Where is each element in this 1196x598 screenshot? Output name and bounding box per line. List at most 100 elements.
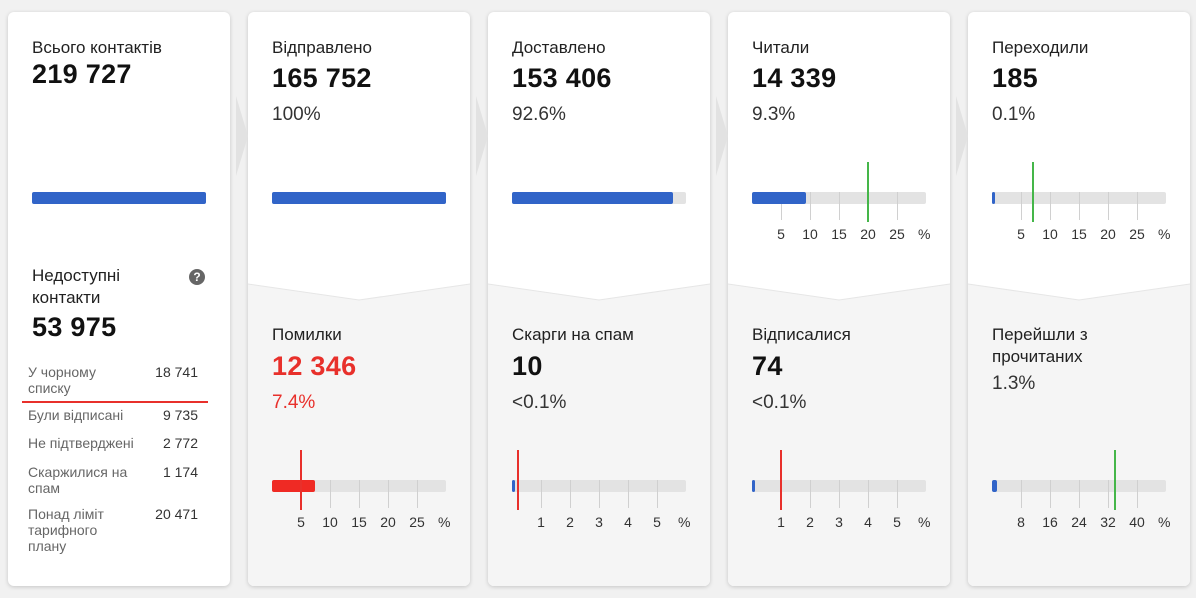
metric-value: 10 <box>512 351 543 381</box>
top-target-marker <box>867 162 869 222</box>
bottom-tick-label: 5 <box>297 514 305 530</box>
bottom-tick-label: 1 <box>537 514 545 530</box>
metric-title: Відписалися <box>752 325 851 344</box>
top-tick-label: 5 <box>777 226 785 242</box>
top-tick <box>781 192 782 220</box>
top-unit-label: % <box>1158 226 1171 242</box>
bottom-bar-fill <box>752 480 755 492</box>
top-tick-label: 10 <box>1042 226 1058 242</box>
metric-title: Доставлено <box>512 38 606 57</box>
top-tick <box>1050 192 1051 220</box>
top-tick-label: 20 <box>860 226 876 242</box>
card-bottom-section <box>728 284 950 586</box>
metric-percent: 9.3% <box>752 104 796 125</box>
top-bar-fill <box>272 192 446 204</box>
breakdown-row: Понад ліміт тарифного плану 20 471 <box>28 506 198 554</box>
unavailable-title: Недоступні контакти <box>32 266 121 307</box>
breakdown-row: Скаржилися на спам 1 174 <box>28 464 198 496</box>
metric-percent: 100% <box>272 104 321 125</box>
bottom-target-marker <box>1114 450 1117 510</box>
top-tick-label: 25 <box>1129 226 1145 242</box>
bottom-target-marker <box>516 450 519 510</box>
unavailable-value: 53 975 <box>32 312 117 342</box>
top-tick <box>1108 192 1109 220</box>
metric-value: 165 752 <box>272 63 372 93</box>
bottom-tick <box>388 480 389 508</box>
top-tick <box>1137 192 1138 220</box>
top-tick <box>1021 192 1022 220</box>
flow-arrow-icon <box>956 96 968 176</box>
metric-card: Читали 14 339 9.3% 5 10 15 20 25% Відписалися 74 <… <box>728 12 950 586</box>
bottom-unit-label: % <box>918 514 931 530</box>
breakdown-row: Були відписані 9 735 <box>28 407 198 423</box>
bottom-tick <box>417 480 418 508</box>
bottom-tick <box>868 480 869 508</box>
top-tick <box>897 192 898 220</box>
bottom-tick <box>1079 480 1080 508</box>
highlight-underline <box>22 401 208 403</box>
metric-percent: <0.1% <box>752 392 807 413</box>
card-divider-arrow <box>728 282 950 301</box>
metric-percent: 1.3% <box>992 373 1036 394</box>
top-tick-label: 10 <box>802 226 818 242</box>
top-bar-fill <box>752 192 806 204</box>
bottom-tick-label: 4 <box>864 514 872 530</box>
contacts-progress-bar <box>32 192 206 204</box>
bottom-bar-fill <box>272 480 315 492</box>
bottom-tick-label: 32 <box>1100 514 1116 530</box>
bottom-unit-label: % <box>438 514 451 530</box>
flow-arrow-icon <box>236 96 248 176</box>
help-icon[interactable]: ? <box>189 269 205 285</box>
metric-card: Доставлено 153 406 92.6% Скарги на спам 10 <0… <box>488 12 710 586</box>
bottom-tick-label: 16 <box>1042 514 1058 530</box>
metric-title: Відправлено <box>272 38 373 57</box>
breakdown-row: Не підтверджені 2 772 <box>28 435 198 451</box>
metric-title: Переходили <box>992 38 1089 57</box>
bottom-target-marker <box>780 450 782 510</box>
bottom-tick-label: 20 <box>380 514 396 530</box>
bottom-tick <box>897 480 898 508</box>
bottom-tick-label: 3 <box>835 514 843 530</box>
bottom-bar-fill <box>992 480 997 492</box>
bottom-tick <box>1108 480 1109 508</box>
bottom-target-marker <box>300 450 302 510</box>
bottom-tick-label: 15 <box>351 514 367 530</box>
bottom-tick-label: 1 <box>777 514 785 530</box>
bottom-tick <box>810 480 811 508</box>
metric-title: Читали <box>752 38 810 57</box>
top-tick-label: 25 <box>889 226 905 242</box>
flow-arrow-icon <box>716 96 728 176</box>
metric-value: 185 <box>992 63 1038 93</box>
bottom-tick <box>628 480 629 508</box>
flow-arrow-icon <box>476 96 488 176</box>
bottom-unit-label: % <box>678 514 691 530</box>
bottom-tick-label: 2 <box>806 514 814 530</box>
top-bar-fill <box>992 192 995 204</box>
bottom-tick-label: 2 <box>566 514 574 530</box>
metric-value: 12 346 <box>272 351 357 381</box>
top-tick <box>810 192 811 220</box>
breakdown-row: У чорному списку 18 741 <box>28 364 198 396</box>
bottom-tick <box>1137 480 1138 508</box>
bottom-tick <box>570 480 571 508</box>
bottom-tick-label: 10 <box>322 514 338 530</box>
bottom-tick-label: 3 <box>595 514 603 530</box>
top-bar-fill <box>512 192 673 204</box>
contacts-total: 219 727 <box>32 59 132 89</box>
metric-card: Переходили 185 0.1% 5 10 15 20 25% Перейшли з пр… <box>968 12 1190 586</box>
bottom-tick-label: 40 <box>1129 514 1145 530</box>
bottom-tick <box>839 480 840 508</box>
bottom-tick-label: 8 <box>1017 514 1025 530</box>
bottom-tick-label: 5 <box>653 514 661 530</box>
bottom-unit-label: % <box>1158 514 1171 530</box>
bottom-tick <box>599 480 600 508</box>
bottom-tick-label: 4 <box>624 514 632 530</box>
metric-percent: 7.4% <box>272 392 316 413</box>
metric-title: Помилки <box>272 325 342 344</box>
bottom-bar-fill <box>512 480 515 492</box>
metric-value: 153 406 <box>512 63 612 93</box>
top-unit-label: % <box>918 226 931 242</box>
bottom-tick <box>330 480 331 508</box>
bottom-tick-label: 5 <box>893 514 901 530</box>
metric-value: 74 <box>752 351 783 381</box>
